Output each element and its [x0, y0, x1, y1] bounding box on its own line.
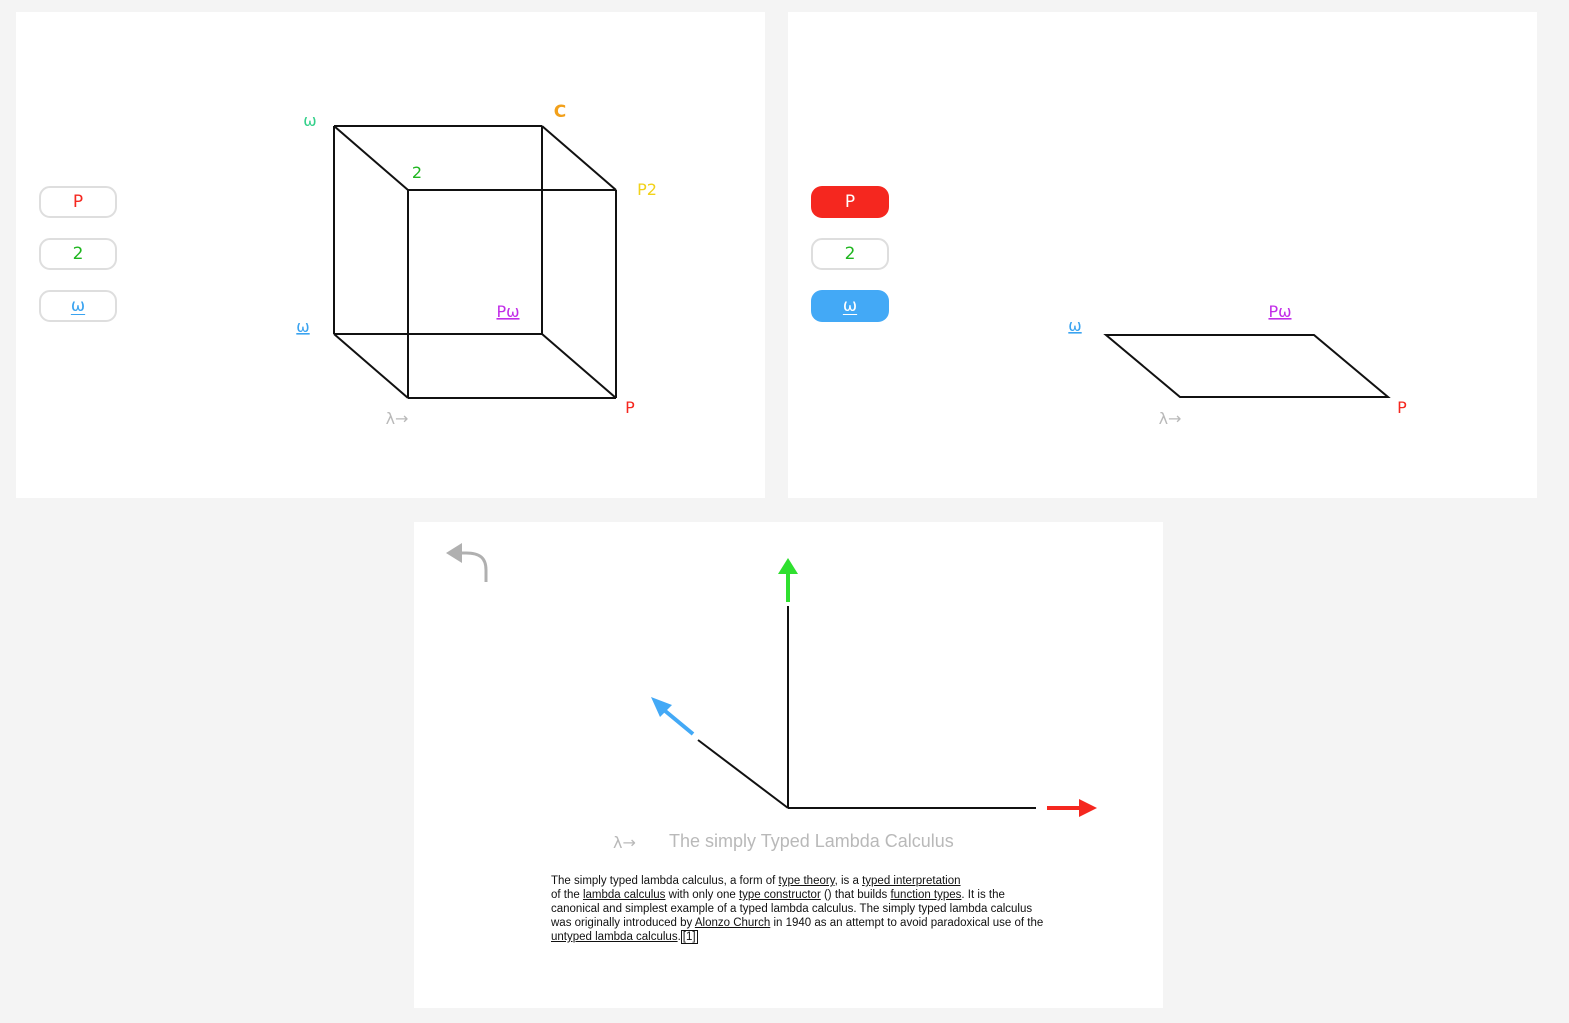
vertex-label-p[interactable]: P	[1397, 398, 1407, 417]
lambda-cube-panel: P 2 ω λ→ P ω Pω 2 P2 ω C	[16, 12, 765, 498]
lambda-plane-panel: P 2 ω λ→ P ω Pω	[788, 12, 1537, 498]
vertex-label-p2[interactable]: P2	[637, 180, 657, 199]
toggle-omega-button[interactable]: ω	[39, 290, 117, 322]
vertex-label-p-omega[interactable]: Pω	[496, 302, 519, 321]
desc-text: () that builds	[820, 889, 891, 901]
lambda-plane-diagram: λ→ P ω Pω	[1068, 302, 1407, 428]
vertex-label-c[interactable]: C	[554, 102, 566, 122]
desc-text: The simply typed lambda calculus, a form…	[551, 875, 779, 887]
calculus-description: The simply typed lambda calculus, a form…	[551, 874, 1051, 944]
vertex-label-p-omega[interactable]: Pω	[1268, 302, 1291, 321]
desc-text: . It is the canonical and simplest examp…	[551, 889, 1033, 929]
vertex-label-lambda-arrow[interactable]: λ→	[1159, 409, 1182, 428]
vertex-label-lambda-arrow[interactable]: λ→	[386, 409, 409, 428]
axis-diagonal	[697, 739, 789, 809]
cube-edge	[333, 125, 409, 191]
desc-text: .	[677, 931, 681, 943]
link-function-types[interactable]: function types	[890, 889, 962, 901]
toggle-2-button[interactable]: 2	[39, 238, 117, 270]
link-type-constructor[interactable]: type constructor	[738, 889, 821, 901]
link-lambda-calculus[interactable]: lambda calculus	[582, 889, 666, 901]
vertex-label-omega[interactable]: ω	[296, 317, 309, 336]
lambda-cube-diagram: λ→ P ω Pω 2 P2 ω C	[296, 102, 657, 428]
arrow-up-icon[interactable]	[778, 558, 798, 602]
toggle-p-button[interactable]: P	[39, 186, 117, 218]
link-reference-1[interactable]: [1]	[680, 930, 698, 944]
axes-diagram	[651, 558, 1097, 817]
toggle-2-button[interactable]: 2	[811, 238, 889, 270]
link-alonzo-church[interactable]: Alonzo Church	[694, 917, 771, 929]
calculus-title: The simply Typed Lambda Calculus	[669, 831, 954, 851]
undo-icon[interactable]	[442, 536, 496, 584]
vertex-label-2[interactable]: 2	[412, 163, 422, 182]
cube-edge	[333, 333, 409, 399]
desc-text: , is a	[834, 875, 863, 887]
cube-edge	[541, 125, 617, 191]
vertex-label-omega-bar[interactable]: ω	[303, 111, 316, 130]
link-untyped-lambda-calculus[interactable]: untyped lambda calculus	[551, 931, 678, 943]
detail-panel: λ→ The simply Typed Lambda Calculus The …	[414, 522, 1163, 1008]
arrow-diagonal-icon[interactable]	[651, 697, 695, 736]
link-type-theory[interactable]: type theory	[778, 875, 835, 887]
cube-edge	[541, 333, 617, 399]
toggle-omega-button[interactable]: ω	[811, 290, 889, 322]
desc-text: in 1940 as an attempt to avoid paradoxic…	[770, 917, 1044, 929]
plane-face	[1103, 334, 1391, 398]
lambda-arrow-label: λ→	[613, 833, 636, 852]
link-typed-interpretation[interactable]: typed interpretation	[862, 875, 961, 887]
vertex-label-p[interactable]: P	[625, 398, 635, 417]
desc-text: with only one	[665, 889, 739, 901]
desc-text: of the	[551, 889, 583, 901]
toggle-p-button[interactable]: P	[811, 186, 889, 218]
vertex-label-omega[interactable]: ω	[1068, 316, 1081, 335]
arrow-right-icon[interactable]	[1047, 799, 1097, 817]
